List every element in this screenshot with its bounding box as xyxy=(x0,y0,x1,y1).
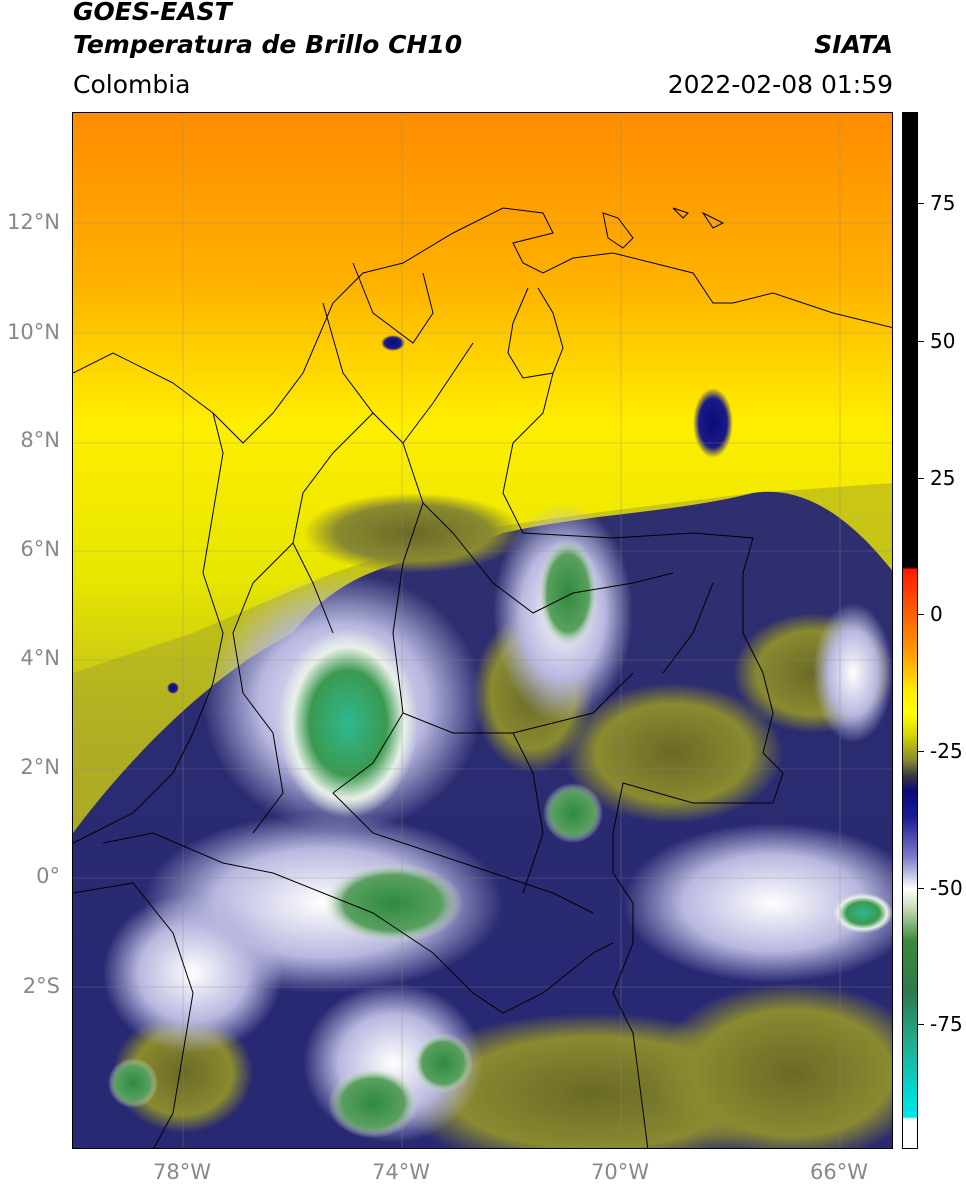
borders xyxy=(73,207,892,1148)
colorbar-tick xyxy=(918,1024,924,1025)
lon-label: 66°W xyxy=(810,1160,868,1184)
colorbar-label: 0 xyxy=(930,602,943,626)
lat-label: 12°N xyxy=(7,210,60,234)
colorbar-label: 50 xyxy=(930,329,956,353)
satellite-map xyxy=(72,112,893,1149)
lat-label: 4°N xyxy=(20,646,60,670)
lat-label: 10°N xyxy=(7,320,60,344)
colorbar-label: -50 xyxy=(930,876,963,900)
region-label: Colombia xyxy=(73,70,191,99)
colorbar-tick xyxy=(918,341,924,342)
graticule xyxy=(73,113,892,1148)
lat-label: 6°N xyxy=(20,537,60,561)
product-title: Temperatura de Brillo CH10 xyxy=(73,30,463,59)
colorbar-label: 25 xyxy=(930,466,956,490)
datetime-label: 2022-02-08 01:59 xyxy=(667,70,893,99)
temperature-colorbar xyxy=(902,112,918,1149)
lat-label: 0° xyxy=(36,864,60,888)
colorbar-gradient xyxy=(903,113,917,1148)
colorbar-label: 75 xyxy=(930,191,956,215)
lon-label: 78°W xyxy=(153,1160,211,1184)
colorbar-tick xyxy=(918,751,924,752)
colorbar-tick xyxy=(918,888,924,889)
colorbar-label: -75 xyxy=(930,1012,963,1036)
lat-label: 2°S xyxy=(22,974,60,998)
lat-label: 8°N xyxy=(20,428,60,452)
agency-label: SIATA xyxy=(814,30,893,59)
colorbar-tick xyxy=(918,614,924,615)
colorbar-label: -25 xyxy=(930,739,963,763)
satellite-title: GOES-EAST xyxy=(73,0,232,26)
colorbar-tick xyxy=(918,478,924,479)
colorbar-tick xyxy=(918,203,924,204)
lat-label: 2°N xyxy=(20,755,60,779)
lon-label: 70°W xyxy=(591,1160,649,1184)
lon-label: 74°W xyxy=(372,1160,430,1184)
brightness-temperature-field xyxy=(73,113,892,1148)
